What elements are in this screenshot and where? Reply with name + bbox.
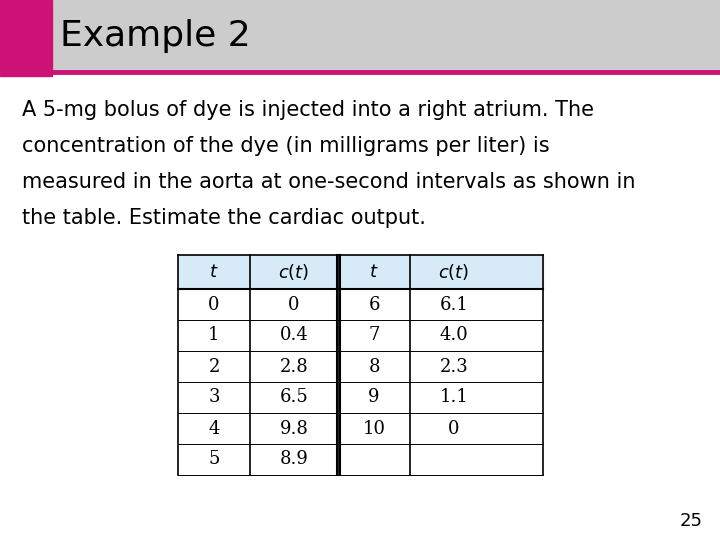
Text: 1: 1 [208,327,220,345]
Text: A 5-mg bolus of dye is injected into a right atrium. The: A 5-mg bolus of dye is injected into a r… [22,100,594,120]
Text: 8.9: 8.9 [279,450,308,469]
Bar [0,0,52,76]
Text: 6: 6 [368,295,379,314]
Text: 9.8: 9.8 [279,420,308,437]
Text: $t$: $t$ [210,263,219,281]
Text: 0: 0 [208,295,220,314]
Text: 9: 9 [368,388,379,407]
Text: 0: 0 [449,420,460,437]
Text: 2.8: 2.8 [279,357,308,375]
Bar [0,0,720,72]
Text: Example 2: Example 2 [60,19,251,53]
Text: 3: 3 [208,388,220,407]
Text: 6.1: 6.1 [440,295,469,314]
Text: 4.0: 4.0 [440,327,469,345]
Text: 10: 10 [362,420,385,437]
Text: concentration of the dye (in milligrams per liter) is: concentration of the dye (in milligrams … [22,136,549,156]
Text: 2.3: 2.3 [440,357,469,375]
Text: 25: 25 [680,512,703,530]
Text: $c(t)$: $c(t)$ [438,262,469,282]
Text: 5: 5 [208,450,220,469]
Text: $c(t)$: $c(t)$ [279,262,310,282]
Text: 1.1: 1.1 [440,388,469,407]
Text: 0.4: 0.4 [279,327,308,345]
Bar [178,289,543,475]
Text: 8: 8 [368,357,379,375]
Text: $t$: $t$ [369,263,379,281]
Text: 7: 7 [369,327,379,345]
Text: the table. Estimate the cardiac output.: the table. Estimate the cardiac output. [22,208,426,228]
Text: 4: 4 [208,420,220,437]
Text: 0: 0 [288,295,300,314]
Text: 2: 2 [208,357,220,375]
Bar [178,255,543,289]
Text: measured in the aorta at one-second intervals as shown in: measured in the aorta at one-second inte… [22,172,636,192]
Text: 6.5: 6.5 [279,388,308,407]
